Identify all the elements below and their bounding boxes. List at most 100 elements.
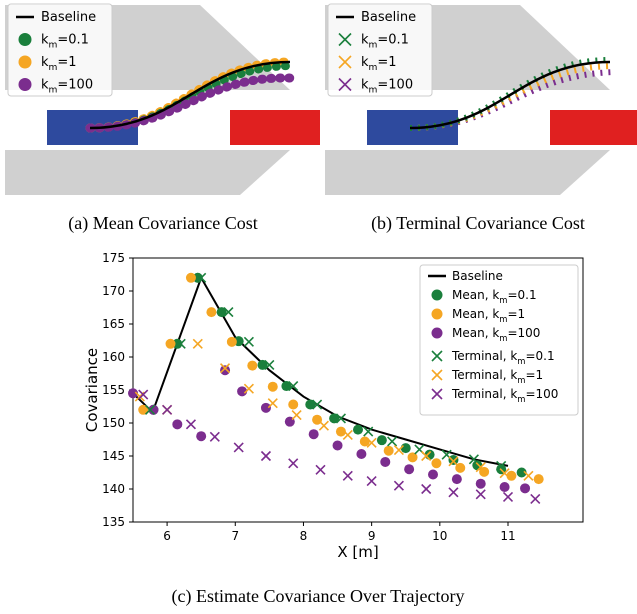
marker-circle: [226, 336, 237, 347]
marker-cross: [243, 336, 254, 347]
marker-cross: [267, 398, 278, 409]
marker-cross: [366, 437, 377, 448]
cross-stroke: [264, 359, 275, 370]
marker-circle: [533, 474, 544, 485]
marker-circle: [267, 381, 278, 392]
cross-stroke: [441, 449, 452, 460]
legend-box: [419, 264, 579, 416]
cross-stroke: [523, 470, 534, 481]
cross-stroke: [219, 363, 231, 374]
cross-stroke: [223, 307, 234, 318]
marker-circle: [516, 467, 527, 478]
marker-circle: [520, 483, 531, 494]
marker-cross: [387, 436, 398, 447]
y-tick-label: 170: [102, 284, 125, 298]
marker-circle: [448, 454, 459, 465]
cross-stroke: [312, 399, 323, 410]
marker-circle: [479, 466, 490, 477]
legend-label: Mean, km=0.1: [452, 288, 537, 305]
marker-cross: [243, 383, 254, 394]
cross-stroke: [475, 489, 486, 500]
panel-caption: (b) Terminal Covariance Cost: [371, 213, 585, 234]
marker-cross: [363, 426, 374, 437]
marker-cross: [342, 429, 353, 440]
x-tick-label: 6: [163, 529, 171, 543]
cross-stroke: [366, 437, 377, 448]
x-tick-label: 11: [500, 529, 515, 543]
legend-label: Baseline: [41, 10, 96, 25]
marker-circle: [148, 404, 159, 415]
marker-cross: [475, 489, 486, 500]
marker-circle: [424, 449, 435, 460]
marker-circle: [451, 474, 462, 485]
marker-cross: [288, 380, 299, 392]
marker-circle: [220, 365, 231, 376]
x-tick-label: 8: [300, 529, 308, 543]
marker-cross: [264, 359, 275, 370]
marker-circle: [383, 445, 394, 456]
cross-stroke: [233, 442, 244, 453]
marker-cross: [219, 363, 231, 374]
marker-circle: [18, 55, 32, 69]
cross-stroke: [260, 450, 272, 462]
marker-circle: [237, 386, 248, 397]
cross-stroke: [291, 410, 302, 421]
legend-box: [7, 3, 113, 97]
marker-circle: [260, 402, 271, 413]
y-axis-label: Covariance: [83, 348, 101, 432]
cross-stroke: [448, 487, 459, 498]
cross-stroke: [414, 444, 425, 455]
marker-circle: [165, 338, 176, 349]
marker-circle: [475, 478, 486, 489]
y-tick-label: 155: [102, 383, 125, 397]
cross-stroke: [288, 458, 299, 469]
marker-circle: [216, 307, 227, 318]
cross-stroke: [209, 431, 220, 442]
marker-cross: [260, 450, 272, 462]
marker-cross: [431, 350, 443, 362]
legend-label: Terminal, km=100: [451, 387, 558, 404]
marker-circle: [206, 307, 217, 318]
cross-stroke: [288, 380, 299, 392]
marker-cross: [496, 460, 507, 471]
legend-label: Mean, km=1: [452, 307, 525, 324]
cross-stroke: [448, 456, 459, 467]
marker-circle: [185, 272, 196, 283]
marker-cross: [338, 55, 352, 69]
marker-circle: [431, 289, 443, 301]
marker-cross: [175, 338, 186, 349]
marker-cross: [138, 389, 149, 400]
cross-stroke: [318, 420, 329, 431]
marker-circle: [404, 464, 415, 475]
legend-label: km=0.1: [41, 32, 89, 50]
cross-stroke: [496, 460, 507, 471]
cross-stroke: [342, 429, 353, 440]
cross-stroke: [315, 464, 326, 475]
cross-stroke: [502, 491, 514, 502]
marker-circle: [431, 308, 443, 320]
cross-stroke: [421, 450, 432, 462]
marker-circle: [376, 435, 387, 446]
y-tick-label: 140: [102, 482, 125, 496]
marker-cross: [162, 404, 173, 415]
marker-circle: [288, 399, 299, 410]
cross-stroke: [393, 480, 404, 491]
legend-label: km=1: [41, 55, 77, 73]
marker-cross: [223, 307, 234, 318]
panel-caption: (a) Mean Covariance Cost: [68, 213, 257, 234]
marker-cross: [448, 487, 459, 498]
marker-circle: [281, 381, 292, 392]
marker-cross: [431, 388, 443, 400]
marker-cross: [315, 464, 326, 475]
legend-label: Terminal, km=0.1: [451, 349, 555, 366]
cross-stroke: [363, 426, 374, 437]
x-tick-label: 7: [231, 529, 239, 543]
y-tick-label: 175: [102, 251, 125, 265]
marker-cross: [185, 419, 197, 430]
cross-stroke: [468, 454, 479, 465]
y-tick-label: 150: [102, 416, 125, 430]
marker-circle: [359, 436, 370, 447]
marker-circle: [380, 456, 391, 467]
marker-cross: [209, 431, 220, 442]
caption: (c) Estimate Covariance Over Trajectory: [172, 586, 465, 607]
